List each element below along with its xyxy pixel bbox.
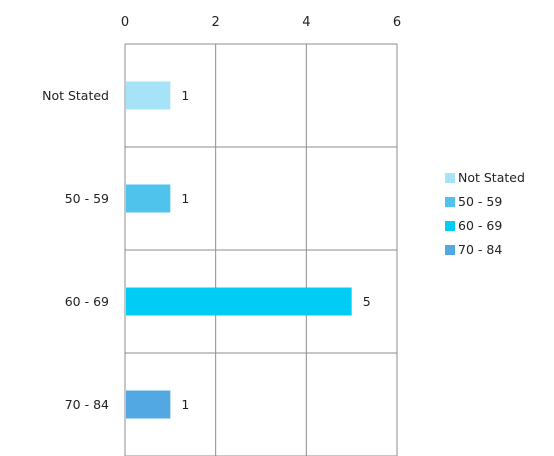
category-label: Not Stated xyxy=(42,88,109,103)
chart-bars xyxy=(126,81,352,419)
data-label: 1 xyxy=(181,191,189,206)
bar-3 xyxy=(126,390,171,419)
legend-label: 70 - 84 xyxy=(458,242,502,257)
legend-swatch xyxy=(445,197,455,207)
chart-grid xyxy=(124,43,398,456)
bar-2 xyxy=(126,287,352,316)
data-label: 1 xyxy=(181,397,189,412)
data-label: 1 xyxy=(181,88,189,103)
legend-label: 60 - 69 xyxy=(458,218,502,233)
legend-swatch xyxy=(445,221,455,231)
category-label: 70 - 84 xyxy=(65,397,109,412)
x-tick-label: 0 xyxy=(121,15,129,30)
chart-labels: 0 2 4 6 Not Stated 1 50 - 59 1 60 - 69 5 70 - 84 1 xyxy=(42,15,401,412)
bar-0 xyxy=(126,81,171,110)
bar-1 xyxy=(126,184,171,213)
x-tick-label: 4 xyxy=(302,15,310,30)
x-tick-label: 6 xyxy=(393,15,401,30)
data-label: 5 xyxy=(363,294,371,309)
x-tick-label: 2 xyxy=(212,15,220,30)
legend-label: 50 - 59 xyxy=(458,194,502,209)
legend-swatch xyxy=(445,245,455,255)
chart-legend: Not Stated 50 - 59 60 - 69 70 - 84 xyxy=(445,170,525,257)
category-label: 60 - 69 xyxy=(65,294,109,309)
legend-swatch xyxy=(445,173,455,183)
legend-label: Not Stated xyxy=(458,170,525,185)
category-label: 50 - 59 xyxy=(65,191,109,206)
